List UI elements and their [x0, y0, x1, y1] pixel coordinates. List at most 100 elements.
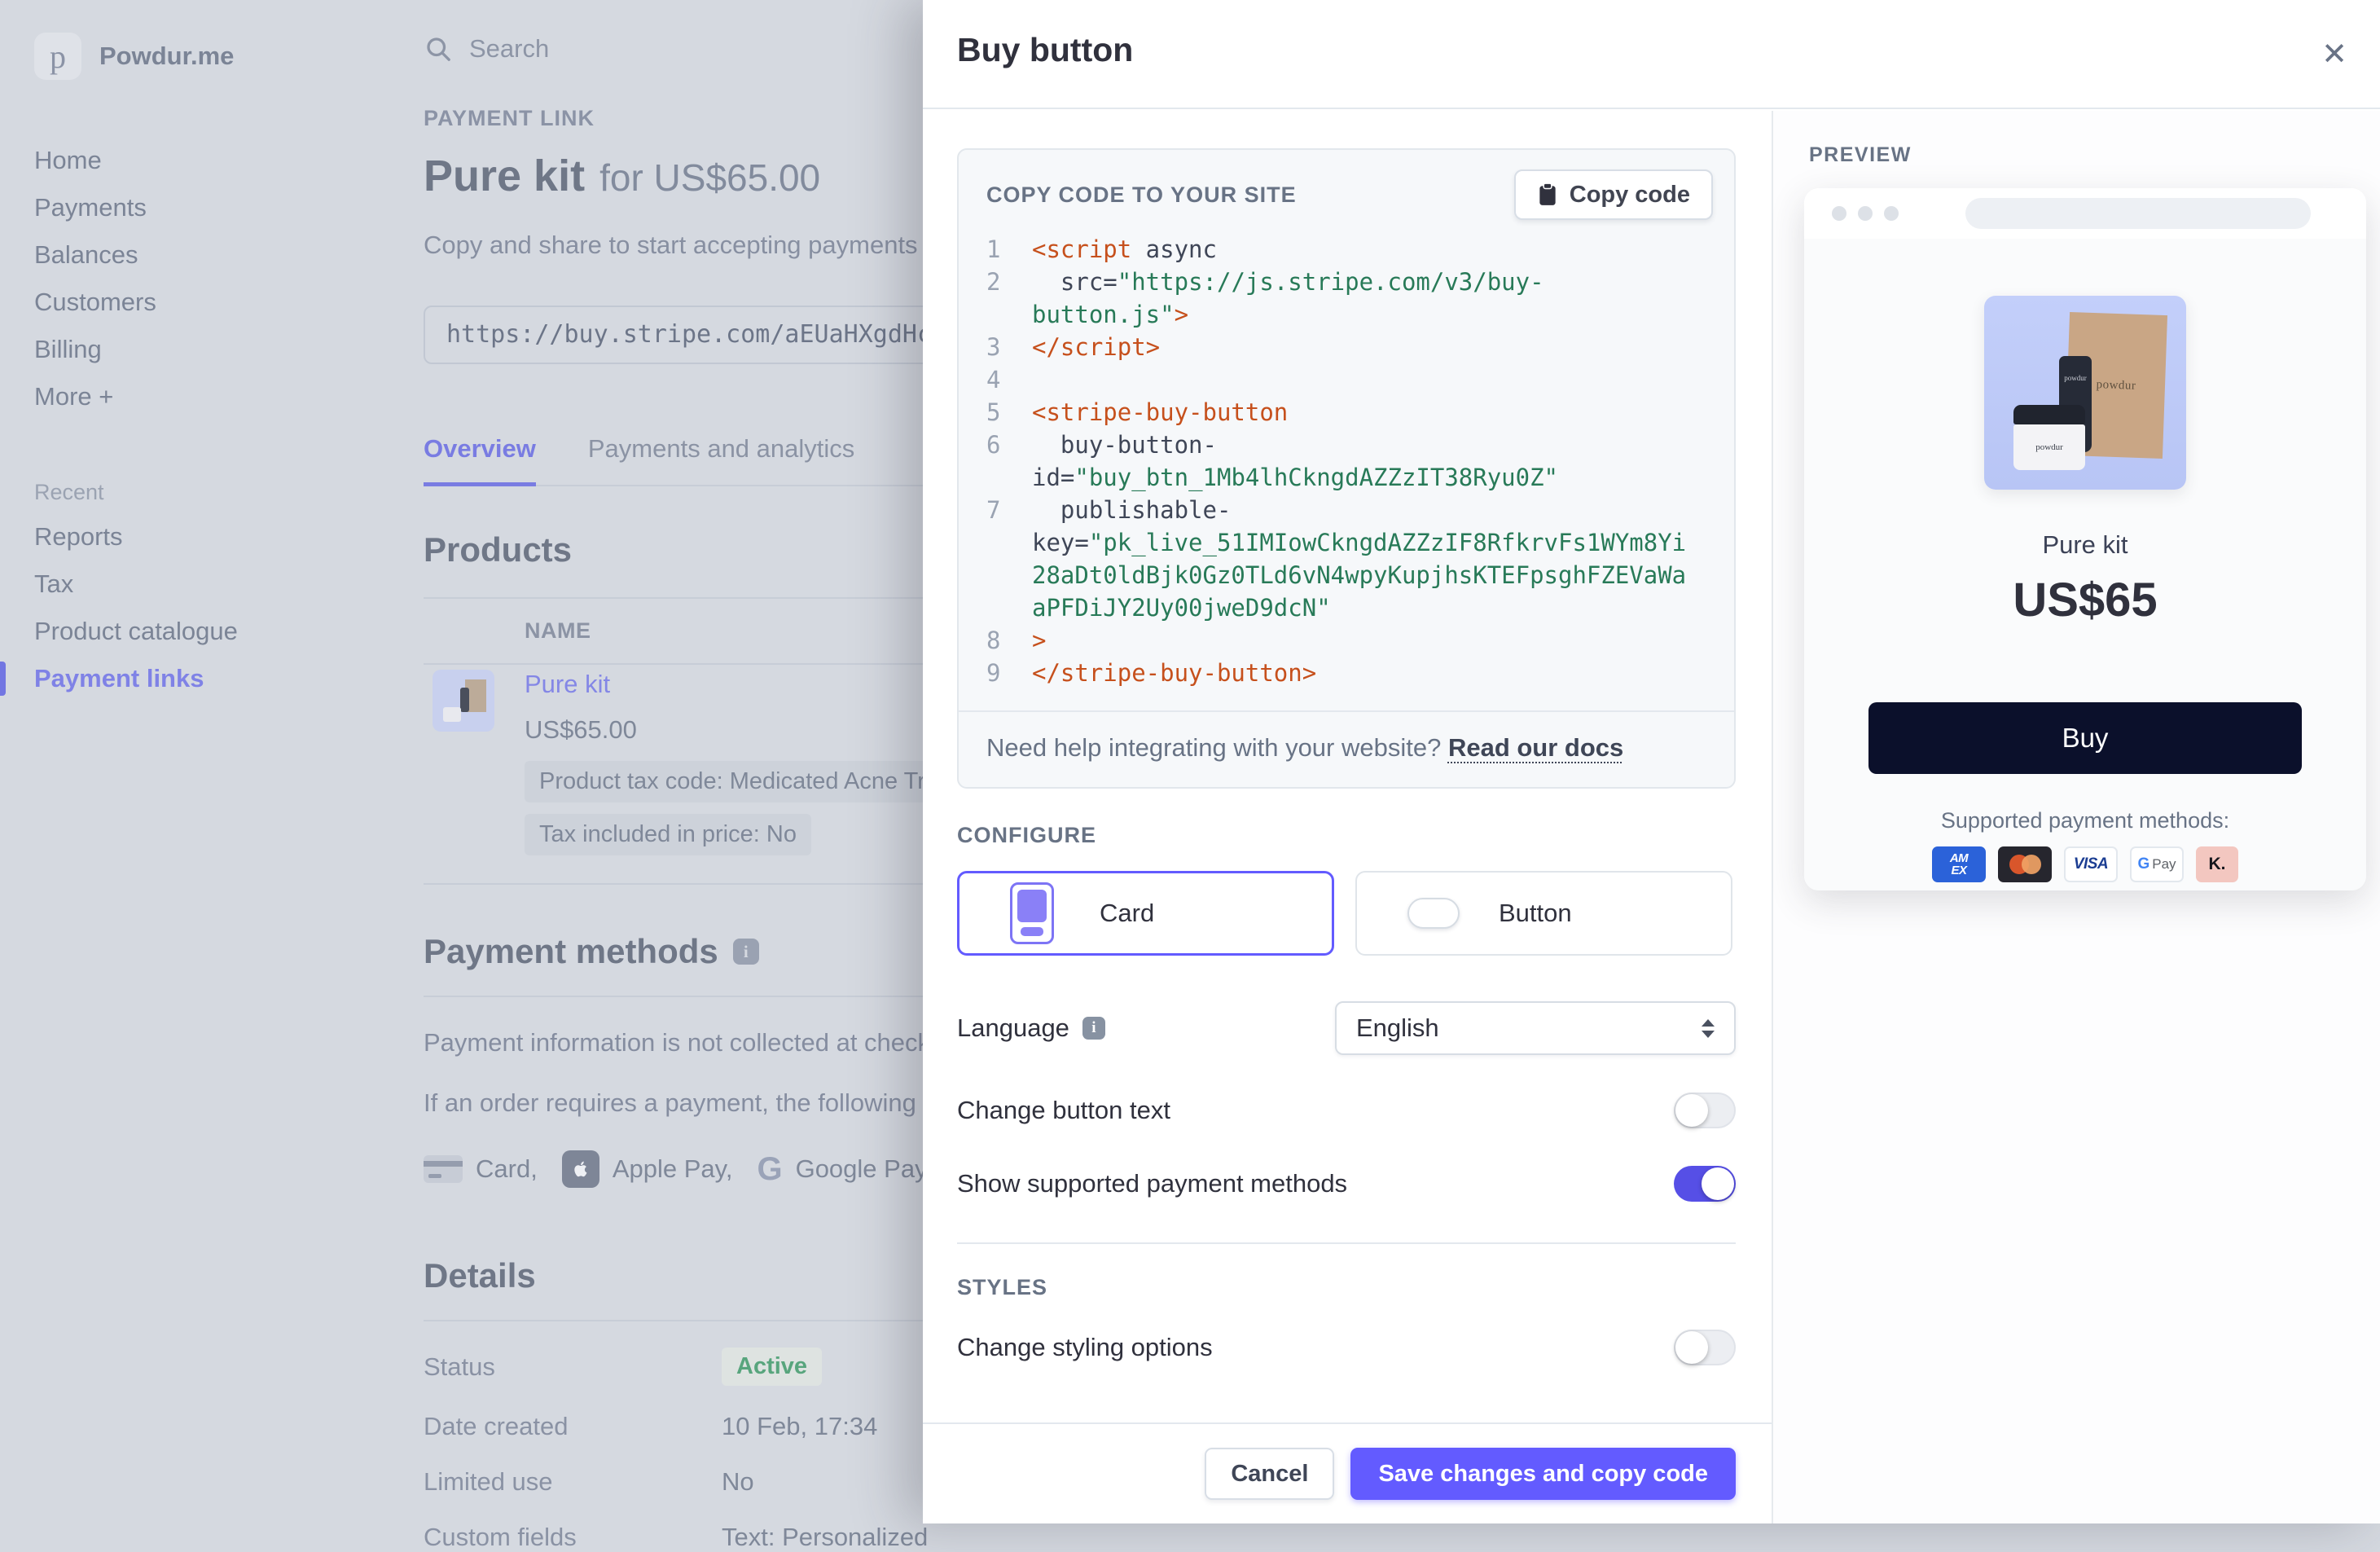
- top-search-bar[interactable]: Search: [424, 0, 549, 90]
- code-line: 8>: [986, 624, 1711, 657]
- option-button[interactable]: Button: [1355, 871, 1732, 956]
- card-label: Card,: [476, 1154, 538, 1184]
- button-option-icon: [1407, 898, 1460, 929]
- sidebar-item-balances[interactable]: Balances: [34, 231, 424, 279]
- sidebar-item-tax[interactable]: Tax: [34, 561, 424, 608]
- read-our-docs-link[interactable]: Read our docs: [1448, 733, 1623, 762]
- change-styling-label: Change styling options: [957, 1333, 1213, 1362]
- preview-label: PREVIEW: [1809, 143, 2380, 167]
- code-line: 7 publishable-: [986, 494, 1711, 526]
- code-line: 5<stripe-buy-button: [986, 396, 1711, 429]
- code-help: Need help integrating with your website?…: [959, 710, 1734, 787]
- save-button[interactable]: Save changes and copy code: [1350, 1448, 1736, 1500]
- browser-dot: [1858, 206, 1873, 221]
- language-label: Language: [957, 1013, 1069, 1043]
- show-payment-methods-toggle[interactable]: [1674, 1166, 1736, 1202]
- browser-body: powdur powdur powdur Pure kit US$65 Buy …: [1804, 239, 2366, 890]
- modal-footer: Cancel Save changes and copy code: [923, 1422, 1772, 1523]
- detail-label: Custom fields: [424, 1523, 722, 1552]
- browser-mockup: powdur powdur powdur Pure kit US$65 Buy …: [1804, 188, 2366, 890]
- sidebar-item-payments[interactable]: Payments: [34, 184, 424, 231]
- browser-address-bar: [1965, 198, 2311, 229]
- change-styling-toggle[interactable]: [1674, 1330, 1736, 1365]
- supported-methods-label: Supported payment methods:: [1941, 808, 2229, 833]
- close-icon[interactable]: ✕: [2321, 36, 2347, 73]
- option-card[interactable]: Card: [957, 871, 1334, 956]
- modal-header: Buy button ✕: [923, 0, 2380, 109]
- google-pay-icon: G: [757, 1151, 782, 1188]
- apple-pay-icon: [562, 1150, 599, 1188]
- option-button-label: Button: [1499, 899, 1572, 928]
- language-info-icon[interactable]: i: [1082, 1017, 1105, 1040]
- card-option-icon: [1010, 882, 1054, 944]
- google-pay-label: Google Pay,: [796, 1154, 933, 1184]
- page-title: Pure kit: [424, 151, 585, 201]
- tab-overview[interactable]: Overview: [424, 434, 536, 485]
- sidebar-item-billing[interactable]: Billing: [34, 326, 424, 373]
- sidebar-item-customers[interactable]: Customers: [34, 279, 424, 326]
- modal-body: COPY CODE TO YOUR SITE Copy code 1<scrip…: [923, 111, 1772, 1422]
- tab-payments-analytics[interactable]: Payments and analytics: [588, 434, 854, 485]
- payment-methods-info-icon[interactable]: i: [733, 939, 759, 965]
- klarna-chip-icon: K.: [2196, 846, 2238, 882]
- detail-value: No: [722, 1467, 754, 1497]
- brand[interactable]: p Powdur.me: [34, 33, 424, 80]
- search-placeholder: Search: [469, 34, 549, 64]
- detail-value: Text: Personalized: [722, 1523, 928, 1552]
- card-icon: [424, 1155, 463, 1183]
- code-line: 3</script>: [986, 331, 1711, 363]
- code-line: 9</stripe-buy-button>: [986, 657, 1711, 689]
- product-jar-graphic: powdur: [2013, 405, 2085, 470]
- detail-row-custom-fields: Custom fields Text: Personalized: [424, 1523, 1499, 1552]
- browser-dot: [1832, 206, 1846, 221]
- sidebar: p Powdur.me Home Payments Balances Custo…: [0, 0, 424, 1523]
- change-button-text-toggle[interactable]: [1674, 1093, 1736, 1128]
- product-thumbnail: [433, 670, 494, 732]
- sidebar-item-reports[interactable]: Reports: [34, 513, 424, 561]
- tax-included-badge: Tax included in price: No: [525, 814, 811, 855]
- configure-label: CONFIGURE: [957, 823, 1736, 848]
- cancel-button[interactable]: Cancel: [1205, 1448, 1334, 1500]
- sidebar-item-product-catalogue[interactable]: Product catalogue: [34, 608, 424, 655]
- code-panel: COPY CODE TO YOUR SITE Copy code 1<scrip…: [957, 148, 1736, 789]
- browser-topbar: [1804, 188, 2366, 239]
- copy-code-label: COPY CODE TO YOUR SITE: [986, 182, 1297, 208]
- sidebar-item-more[interactable]: More +: [34, 373, 424, 420]
- preview-price: US$65: [2013, 573, 2157, 627]
- apple-pay-label: Apple Pay,: [613, 1154, 733, 1184]
- show-payment-methods-label: Show supported payment methods: [957, 1169, 1347, 1198]
- change-button-text-label: Change button text: [957, 1096, 1170, 1125]
- detail-value: 10 Feb, 17:34: [722, 1412, 877, 1441]
- payment-methods-heading: Payment methods: [424, 932, 718, 971]
- buy-button-modal: Buy button ✕ COPY CODE TO YOUR SITE Copy…: [923, 0, 2380, 1523]
- visa-chip-icon: VISA: [2064, 846, 2118, 882]
- sidebar-item-home[interactable]: Home: [34, 137, 424, 184]
- brand-name: Powdur.me: [99, 42, 234, 71]
- modal-title: Buy button: [957, 31, 2380, 69]
- code-line: 1<script async: [986, 233, 1711, 266]
- preview-panel: PREVIEW powdur powdur powdur Pure kit: [1772, 111, 2380, 1523]
- page-tabs: Overview Payments and analytics: [424, 434, 977, 486]
- code-line: 4: [986, 363, 1711, 396]
- code-line: aPFDiJY2Uy00jweD9dcN": [986, 591, 1711, 624]
- language-value: English: [1356, 1013, 1702, 1043]
- brand-logo-icon: p: [34, 33, 81, 80]
- sidebar-nav: Home Payments Balances Customers Billing…: [34, 137, 424, 702]
- code-line: 6 buy-button-: [986, 429, 1711, 461]
- mastercard-chip-icon: [1998, 846, 2052, 882]
- preview-product-name: Pure kit: [2042, 530, 2128, 560]
- sidebar-item-payment-links[interactable]: Payment links: [34, 655, 424, 702]
- option-card-label: Card: [1100, 899, 1154, 928]
- chevron-updown-icon: [1702, 1019, 1715, 1038]
- clipboard-icon: [1537, 182, 1558, 207]
- copy-code-button[interactable]: Copy code: [1514, 169, 1713, 220]
- preview-product-image: powdur powdur powdur: [1984, 296, 2186, 490]
- code-line: 28aDt0ldBjk0Gz0TLd6vN4wpyKupjhsKTEFpsghF…: [986, 559, 1711, 591]
- status-badge: Active: [722, 1348, 822, 1386]
- detail-label: Limited use: [424, 1467, 722, 1497]
- page-title-amount: for US$65.00: [599, 156, 820, 200]
- language-select[interactable]: English: [1335, 1001, 1736, 1055]
